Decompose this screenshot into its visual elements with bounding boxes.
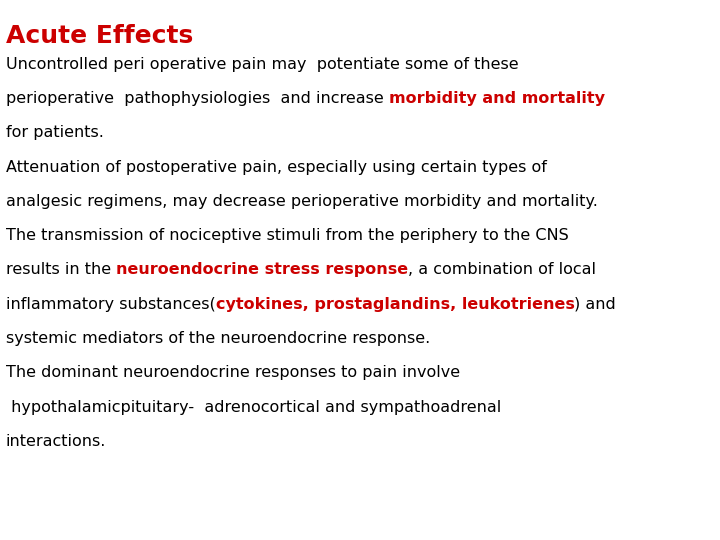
Text: Acute Effects: Acute Effects [6,24,193,48]
Text: morbidity and mortality: morbidity and mortality [389,91,605,106]
Text: perioperative  pathophysiologies  and increase: perioperative pathophysiologies and incr… [6,91,389,106]
Text: neuroendocrine stress response: neuroendocrine stress response [116,262,408,278]
Text: inflammatory substances(: inflammatory substances( [6,297,215,312]
Text: Uncontrolled peri operative pain may  potentiate some of these: Uncontrolled peri operative pain may pot… [6,57,518,72]
Text: cytokines, prostaglandins, leukotrienes: cytokines, prostaglandins, leukotrienes [215,297,575,312]
Text: The transmission of nociceptive stimuli from the periphery to the CNS: The transmission of nociceptive stimuli … [6,228,569,243]
Text: interactions.: interactions. [6,434,106,449]
Text: ) and: ) and [575,297,616,312]
Text: systemic mediators of the neuroendocrine response.: systemic mediators of the neuroendocrine… [6,331,430,346]
Text: , a combination of local: , a combination of local [408,262,596,278]
Text: results in the: results in the [6,262,116,278]
Text: analgesic regimens, may decrease perioperative morbidity and mortality.: analgesic regimens, may decrease periope… [6,194,598,209]
Text: hypothalamicpituitary-  adrenocortical and sympathoadrenal: hypothalamicpituitary- adrenocortical an… [6,400,501,415]
Text: Attenuation of postoperative pain, especially using certain types of: Attenuation of postoperative pain, espec… [6,160,546,174]
Text: for patients.: for patients. [6,125,104,140]
Text: The dominant neuroendocrine responses to pain involve: The dominant neuroendocrine responses to… [6,365,460,380]
